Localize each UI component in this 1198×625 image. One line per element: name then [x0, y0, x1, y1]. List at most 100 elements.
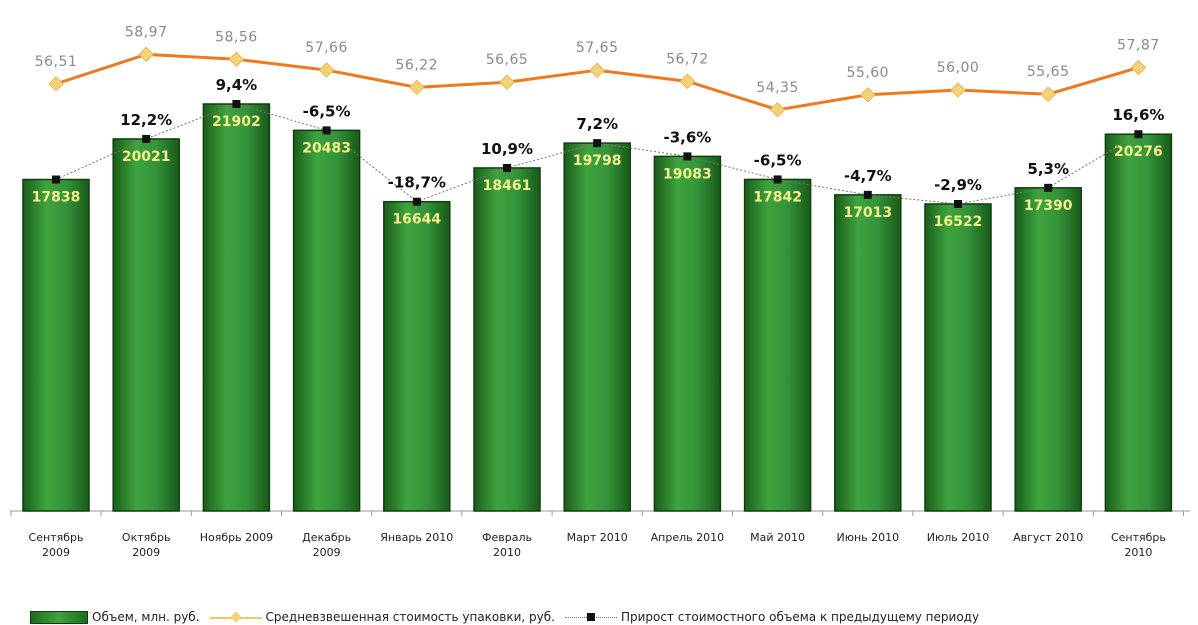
growth-marker: [142, 134, 151, 143]
bar: [1014, 187, 1082, 512]
bar: [924, 203, 992, 512]
legend-item-price: Средневзвешенная стоимость упаковки, руб…: [209, 610, 555, 624]
growth-label: 16,6%: [1112, 106, 1164, 124]
price-marker: [499, 74, 515, 90]
price-label: 56,51: [35, 54, 78, 70]
price-marker: [318, 62, 335, 78]
price-label: 56,72: [666, 51, 709, 67]
price-label: 55,65: [1027, 64, 1070, 80]
bar-value-label: 20483: [302, 140, 351, 156]
bar-value-label: 20276: [1114, 144, 1163, 160]
bar-value-label: 17013: [843, 205, 892, 221]
growth-label: 12,2%: [120, 111, 172, 129]
price-label: 57,65: [576, 40, 619, 56]
price-marker: [769, 102, 786, 118]
growth-label: 7,2%: [576, 115, 618, 133]
price-label: 56,65: [486, 52, 529, 68]
legend-item-volume: Объем, млн. руб.: [30, 610, 200, 624]
price-label: 56,22: [396, 57, 439, 73]
bar-value-label: 16522: [934, 214, 983, 230]
growth-label: 10,9%: [481, 140, 533, 158]
growth-label: -6,5%: [303, 102, 351, 120]
legend: Объем, млн. руб. Средневзвешенная стоимо…: [30, 609, 989, 625]
price-marker: [48, 76, 64, 92]
category-label: Ноябрь 2009: [200, 531, 273, 544]
bar: [834, 194, 902, 512]
growth-label: 9,4%: [216, 76, 258, 94]
growth-marker: [232, 99, 241, 108]
bar-value-label: 17390: [1024, 198, 1073, 214]
bar-value-label: 21902: [212, 114, 261, 130]
bar: [202, 103, 271, 512]
growth-marker: [1134, 130, 1143, 139]
growth-label: -2,9%: [934, 176, 982, 194]
growth-label: -3,6%: [663, 128, 711, 146]
bar-value-label: 19083: [663, 166, 712, 182]
bar-value-label: 17838: [32, 190, 81, 206]
bar-value-label: 19798: [573, 153, 622, 169]
price-label: 57,66: [305, 40, 348, 56]
price-marker: [138, 46, 154, 63]
category-label: Сентябрь 2010: [1111, 531, 1166, 559]
category-label: Март 2010: [567, 531, 628, 544]
category-label: Май 2010: [750, 531, 805, 544]
growth-marker: [593, 139, 602, 148]
category-label: Июнь 2010: [836, 531, 899, 544]
bar: [473, 167, 541, 512]
category-label: Апрель 2010: [651, 531, 724, 544]
bar: [292, 129, 361, 512]
growth-marker: [954, 199, 962, 208]
bar: [1104, 133, 1173, 512]
legend-swatch-price: [209, 610, 262, 623]
growth-marker: [683, 152, 692, 161]
growth-marker: [52, 175, 60, 184]
price-marker: [409, 79, 425, 96]
growth-label: -6,5%: [754, 151, 802, 169]
legend-swatch-volume: [30, 610, 88, 624]
price-label: 57,87: [1117, 38, 1160, 54]
growth-label: -4,7%: [844, 167, 892, 185]
bar: [383, 200, 451, 512]
bar-value-label: 16644: [392, 212, 441, 228]
legend-label-price: Средневзвешенная стоимость упаковки, руб…: [265, 610, 555, 624]
price-label: 58,56: [215, 29, 258, 45]
growth-marker: [322, 126, 331, 135]
price-marker: [1040, 86, 1056, 102]
growth-label: -18,7%: [388, 174, 446, 192]
growth-marker: [503, 163, 511, 172]
price-marker: [589, 62, 605, 78]
growth-label: 5,3%: [1027, 160, 1069, 178]
bar: [653, 155, 722, 512]
bar-value-label: 17842: [753, 189, 802, 205]
category-label: Август 2010: [1013, 531, 1083, 544]
price-label: 56,00: [937, 60, 980, 76]
bar: [563, 142, 631, 512]
legend-item-growth: Прирост стоимостного объема к предыдущем…: [564, 610, 980, 624]
price-marker: [679, 73, 696, 90]
legend-label-volume: Объем, млн. руб.: [92, 610, 200, 624]
growth-marker: [773, 175, 782, 184]
legend-label-growth: Прирост стоимостного объема к предыдущем…: [620, 610, 980, 624]
price-label: 54,35: [756, 80, 799, 96]
bar: [22, 178, 90, 512]
category-label: Декабрь 2009: [302, 531, 351, 559]
category-label: Февраль 2010: [482, 531, 532, 559]
growth-marker: [863, 190, 872, 199]
bar-value-label: 20021: [122, 149, 171, 165]
price-label: 55,60: [847, 65, 890, 81]
bar: [743, 178, 812, 512]
growth-marker: [412, 197, 421, 206]
price-marker: [860, 87, 876, 103]
category-label: Октябрь 2009: [122, 531, 171, 559]
growth-marker: [1044, 183, 1053, 192]
category-label: Январь 2010: [380, 531, 453, 544]
price-marker: [1130, 59, 1147, 76]
price-marker: [950, 82, 966, 98]
bar: [112, 138, 180, 512]
category-label: Июль 2010: [927, 531, 990, 544]
price-marker: [228, 51, 245, 68]
bar-value-label: 18461: [483, 178, 532, 194]
price-label: 58,97: [125, 24, 168, 40]
category-label: Сентябрь 2009: [29, 531, 84, 559]
